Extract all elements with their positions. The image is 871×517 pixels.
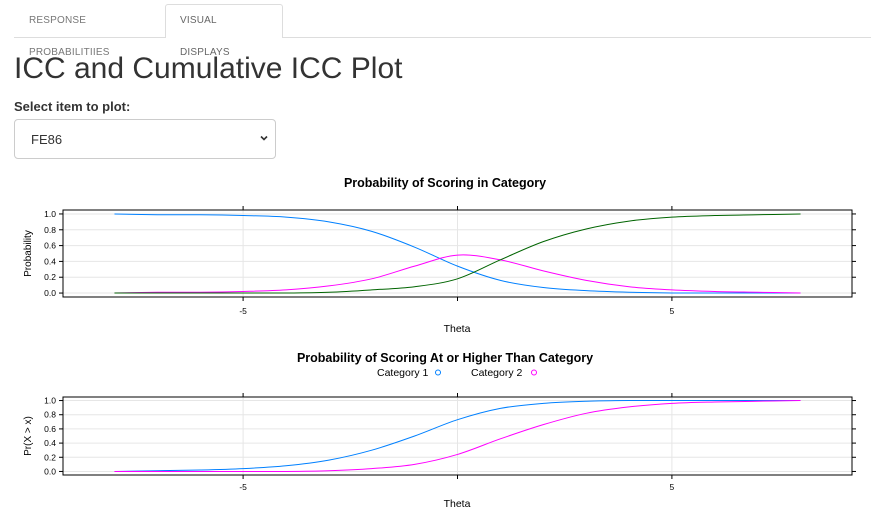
y-tick-label: 0.6 <box>44 424 56 434</box>
tab-visual-displays[interactable]: VISUAL DISPLAYS <box>165 4 283 58</box>
series-line <box>114 400 801 473</box>
x-tick-label: 5 <box>670 306 675 316</box>
y-tick-label: 1.0 <box>44 396 56 406</box>
item-select[interactable]: FE86 <box>14 119 276 159</box>
y-tick-label: 0.0 <box>44 466 56 476</box>
cumulative-icc-chart: Probability of Scoring At or Higher Than… <box>23 351 856 510</box>
x-tick-label: 5 <box>670 482 675 492</box>
series-line <box>114 399 801 472</box>
select-item-label: Select item to plot: <box>14 99 131 114</box>
y-tick-label: 0.6 <box>44 241 56 251</box>
tab-bar: RESPONSE PROBABILITIIES VISUAL DISPLAYS <box>14 4 871 58</box>
legend-marker <box>435 369 441 376</box>
x-tick-label: -5 <box>239 306 247 316</box>
y-axis-label: Pr(X > x) <box>23 416 34 456</box>
series-line <box>114 213 801 294</box>
y-tick-label: 0.2 <box>44 272 56 282</box>
x-axis-label: Theta <box>444 498 471 510</box>
chart-title: Probability of Scoring At or Higher Than… <box>297 351 593 365</box>
y-tick-label: 0.8 <box>44 225 56 235</box>
y-tick-label: 0.4 <box>44 438 56 448</box>
item-select-value: FE86 <box>31 132 63 147</box>
x-tick-label: -5 <box>239 482 247 492</box>
tab-response-probabilities[interactable]: RESPONSE PROBABILITIIES <box>29 15 110 58</box>
y-tick-label: 0.2 <box>44 452 56 462</box>
legend-label: Category 2 <box>471 367 523 379</box>
legend-marker <box>531 369 537 376</box>
series-line <box>114 254 801 294</box>
page-title: ICC and Cumulative ICC Plot <box>14 52 403 85</box>
legend-label: Category 1 <box>377 367 429 379</box>
x-axis-label: Theta <box>444 323 471 335</box>
y-tick-label: 1.0 <box>44 209 56 219</box>
y-axis-label: Probability <box>23 230 34 277</box>
y-tick-label: 0.4 <box>44 256 56 266</box>
chevron-down-icon <box>260 135 268 141</box>
icc-chart: Probability of Scoring in Category 0.0 0.2… <box>23 176 856 335</box>
y-tick-label: 0.0 <box>44 288 56 298</box>
series-line <box>114 213 801 294</box>
y-tick-label: 0.8 <box>44 410 56 420</box>
chart-title: Probability of Scoring in Category <box>344 176 546 190</box>
